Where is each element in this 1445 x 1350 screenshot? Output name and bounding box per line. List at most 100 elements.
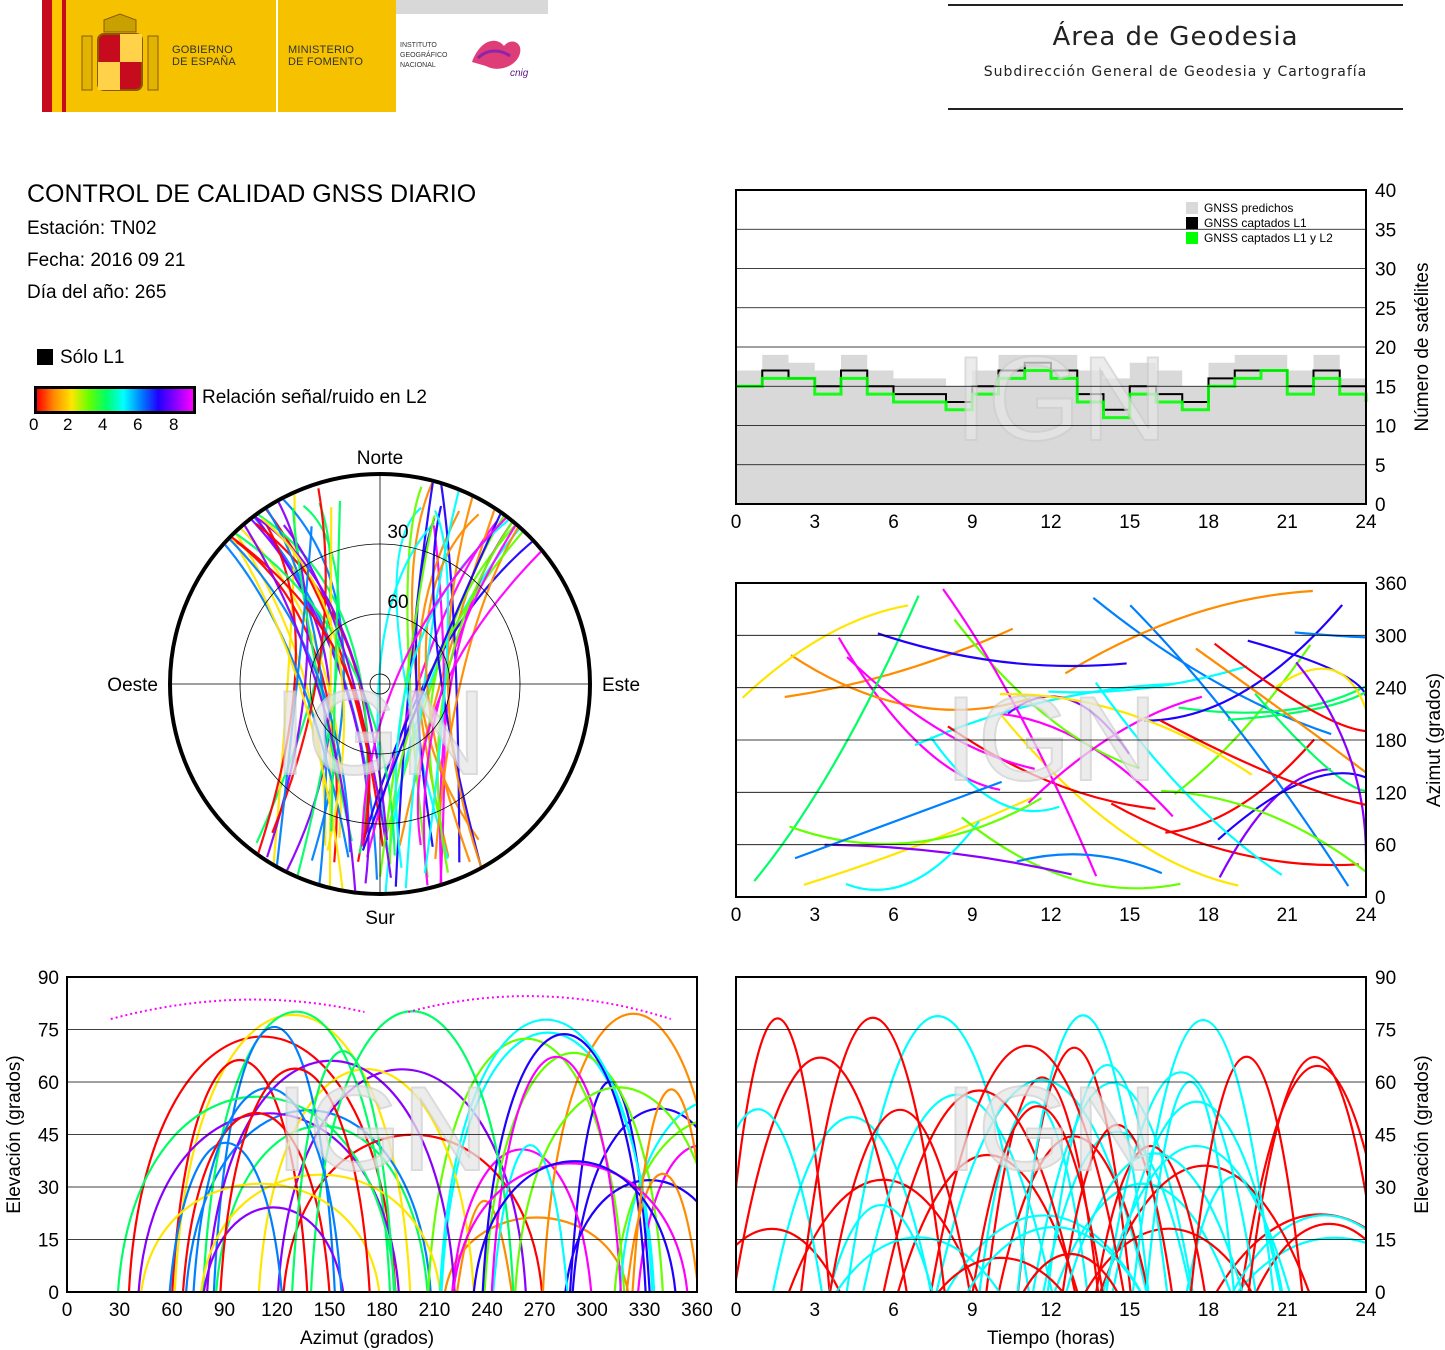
- elt-track-10: [736, 1056, 908, 1292]
- satcount-watermark: IGN: [954, 332, 1167, 466]
- day-of-year-text: Día del año: 265: [27, 282, 167, 303]
- azt-x-tick-0: 0: [731, 905, 742, 926]
- area-header: Área de Geodesia Subdirección General de…: [948, 0, 1403, 112]
- elaz-track-15: [618, 1103, 697, 1292]
- satcount-ylabel: Número de satélites: [1412, 263, 1433, 432]
- elt-track-24: [1240, 1064, 1366, 1292]
- elaz-track-19: [483, 1051, 664, 1292]
- elaz-track-13: [455, 1200, 513, 1292]
- elt-track-25: [1231, 1214, 1366, 1292]
- ministerio-logo-block: MINISTERIO DE FOMENTO: [278, 0, 396, 112]
- satcount-y-tick-5: 25: [1375, 299, 1396, 320]
- spain-flag-yellow-stripe: [52, 0, 62, 112]
- elt-track-29: [736, 1108, 823, 1292]
- skyplot-track-58: [231, 506, 357, 891]
- snr-tick-8: 8: [169, 415, 179, 434]
- satcount-y-tick-3: 15: [1375, 377, 1396, 398]
- elaz-tracks: [110, 995, 697, 1292]
- azt-ylabel: Azimut (grados): [1424, 673, 1445, 807]
- snr-tick-2: 2: [63, 415, 73, 434]
- elt-x-tick-7: 21: [1277, 1300, 1298, 1321]
- elaz-track-21: [564, 1179, 697, 1292]
- azt-watermark: IGN: [944, 672, 1157, 806]
- azt-track-37: [1064, 589, 1313, 675]
- skyplot-south-label: Sur: [365, 908, 395, 929]
- azt-track-21: [961, 816, 1181, 890]
- elt-y-tick-6: 90: [1375, 968, 1396, 989]
- elt-y-tick-1: 15: [1375, 1231, 1396, 1252]
- elt-track-38: [971, 1105, 1104, 1292]
- elaz-track-high-2: [407, 995, 672, 1020]
- elaz-track-6: [173, 1014, 412, 1292]
- elt-track-44: [829, 1108, 971, 1292]
- elaz-xlabel: Azimut (grados): [300, 1328, 434, 1349]
- elt-tracks: [736, 1014, 1366, 1292]
- elaz-track-30: [181, 1112, 331, 1292]
- elaz-track-1: [571, 1107, 697, 1292]
- azt-tracks: [741, 588, 1366, 891]
- skyplot-west-label: Oeste: [107, 675, 158, 696]
- elaz-track-26: [199, 1173, 442, 1292]
- header-grey-band: [396, 0, 548, 14]
- azt-y-tick-4: 240: [1375, 679, 1407, 700]
- satcount-legend-swatch-0: [1186, 202, 1198, 214]
- elt-track-40: [929, 1044, 1125, 1292]
- satcount-x-tick-8: 24: [1355, 512, 1377, 533]
- elt-watermark: IGN: [944, 1062, 1157, 1196]
- elaz-x-tick-2: 60: [161, 1300, 182, 1321]
- report-title: CONTROL DE CALIDAD GNSS DIARIO: [27, 180, 477, 208]
- elaz-y-tick-5: 75: [38, 1021, 59, 1042]
- elt-track-2: [736, 1017, 831, 1292]
- elt-track-47: [1131, 1019, 1275, 1292]
- elt-y-tick-5: 75: [1375, 1021, 1396, 1042]
- elt-track-37: [1016, 1014, 1150, 1292]
- azt-track-0: [1110, 802, 1359, 867]
- elt-track-13: [1237, 1236, 1366, 1292]
- elaz-track-37: [452, 1162, 689, 1292]
- elaz-track-28: [168, 1141, 283, 1292]
- elaz-ylabel: Elevación (grados): [4, 1055, 25, 1213]
- elaz-x-tick-7: 210: [419, 1300, 451, 1321]
- elaz-track-29: [613, 1121, 697, 1292]
- elt-track-27: [1105, 1071, 1257, 1292]
- ign-text-1: INSTITUTO: [400, 42, 437, 49]
- coat-of-arms-icon: [81, 13, 159, 91]
- elaz-y-tick-0: 0: [48, 1283, 59, 1304]
- elaz-y-tick-3: 45: [38, 1126, 59, 1147]
- elaz-x-tick-5: 150: [314, 1300, 346, 1321]
- satcount-y-tick-6: 30: [1375, 260, 1396, 281]
- azt-track-14: [1000, 714, 1239, 887]
- satcount-x-tick-0: 0: [731, 512, 742, 533]
- elaz-x-tick-12: 360: [681, 1300, 713, 1321]
- skyplot-ring-label-1: 60: [387, 592, 408, 613]
- elaz-track-43: [631, 1088, 697, 1292]
- elaz-y-tick-1: 15: [38, 1231, 59, 1252]
- gobierno-text-1: GOBIERNO: [172, 44, 233, 56]
- elt-track-31: [835, 1236, 1001, 1292]
- satcount-x-tick-7: 21: [1277, 512, 1298, 533]
- azt-y-tick-3: 180: [1375, 731, 1407, 752]
- gobierno-text-2: DE ESPAÑA: [172, 56, 236, 68]
- azt-track-15: [914, 682, 1173, 747]
- skyplot-track-48: [235, 505, 389, 841]
- elaz-track-7: [637, 1144, 697, 1292]
- azt-track-18: [1227, 690, 1366, 721]
- elt-track-45: [966, 1226, 1142, 1292]
- satcount-x-tick-2: 6: [888, 512, 899, 533]
- azt-y-tick-6: 360: [1375, 574, 1407, 595]
- azt-track-26: [824, 843, 1072, 876]
- elaz-track-12: [201, 1010, 392, 1292]
- skyplot-track-56: [272, 526, 313, 892]
- satcount-legend-swatch-2: [1186, 232, 1198, 244]
- l1-only-label: Sólo L1: [60, 347, 125, 368]
- elt-x-tick-8: 24: [1355, 1300, 1377, 1321]
- skyplot-north-label: Norte: [357, 448, 403, 469]
- elt-x-tick-0: 0: [731, 1300, 742, 1321]
- elt-x-tick-6: 18: [1198, 1300, 1219, 1321]
- elaz-track-10: [171, 1059, 309, 1292]
- skyplot-track-45: [394, 488, 555, 869]
- elaz-track-31: [481, 1033, 647, 1292]
